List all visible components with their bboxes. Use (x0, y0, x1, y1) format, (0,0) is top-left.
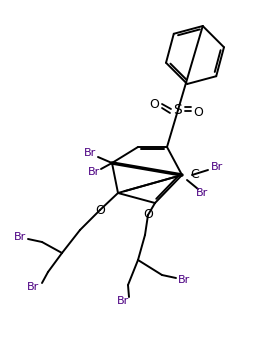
Text: C: C (190, 169, 199, 181)
Text: Br: Br (84, 148, 96, 158)
Text: O: O (143, 208, 153, 222)
Text: Br: Br (117, 296, 129, 306)
Text: S: S (174, 103, 182, 117)
Text: O: O (193, 105, 203, 119)
Text: O: O (95, 203, 105, 216)
Text: Br: Br (196, 188, 208, 198)
Text: Br: Br (14, 232, 26, 242)
Text: O: O (149, 98, 159, 111)
Text: Br: Br (27, 282, 39, 292)
Text: Br: Br (211, 162, 223, 172)
Text: Br: Br (178, 275, 190, 285)
Text: Br: Br (88, 167, 100, 177)
